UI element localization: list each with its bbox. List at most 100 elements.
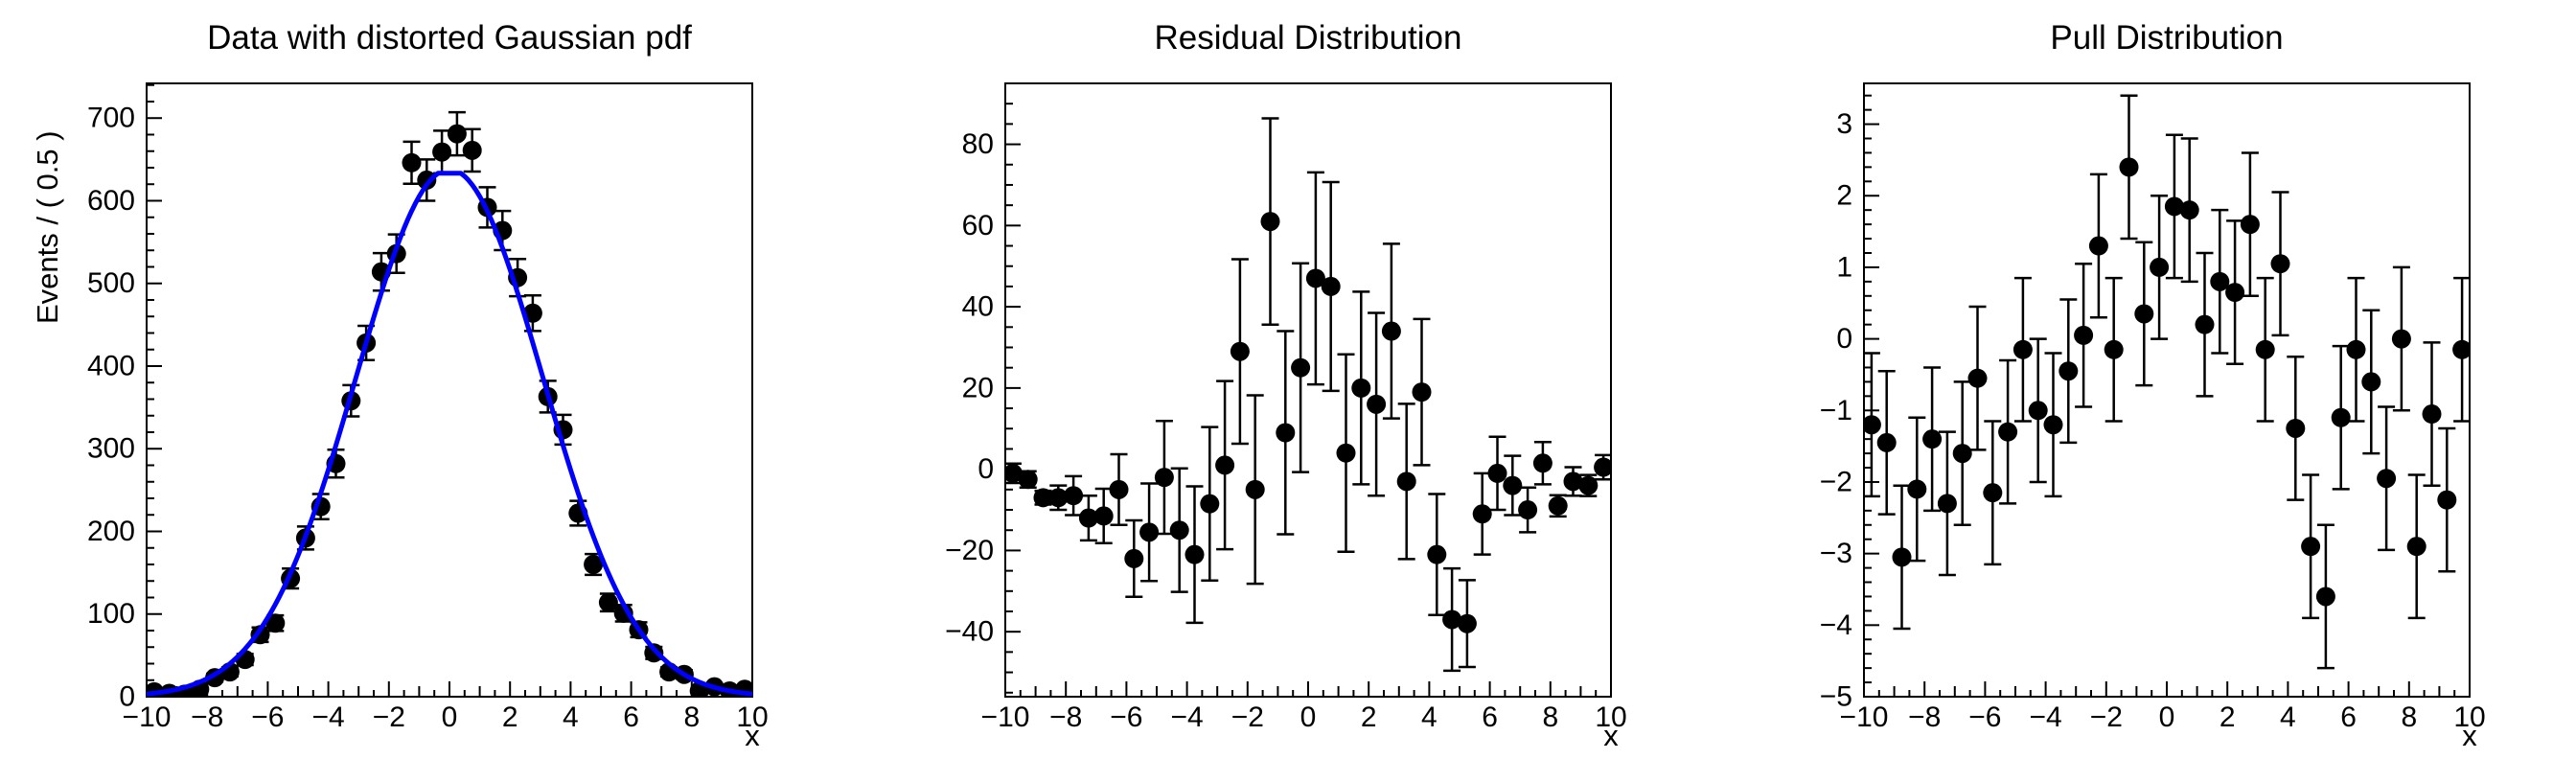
y-tick-label: −4 <box>1820 610 1852 641</box>
data-point <box>2361 372 2381 392</box>
y-tick-label: 300 <box>87 433 135 465</box>
data-point <box>1215 455 1235 475</box>
y-tick-label: −40 <box>945 616 994 648</box>
data-point <box>1321 276 1341 296</box>
y-tick-label: 60 <box>962 210 994 242</box>
y-tick-label: −20 <box>945 535 994 566</box>
data-point <box>432 142 452 162</box>
data-point <box>1487 463 1507 483</box>
y-tick-label: 200 <box>87 516 135 547</box>
plot-title-pull: Pull Distribution <box>2050 19 2284 57</box>
x-tick-label: −10 <box>123 702 172 733</box>
pad-pull: −10 −8 −6 −4 −2 0 2 4 6 8 10 −5 −4 −3 −2 −1 0 1 2 3 Pull Di… <box>1717 0 2576 782</box>
data-point <box>1154 468 1174 488</box>
x-tick-label: −2 <box>373 702 405 733</box>
data-point <box>1876 432 1897 452</box>
x-tick-label: 8 <box>2401 702 2417 733</box>
data-point <box>1983 483 2003 503</box>
plot-frame <box>1863 82 2471 698</box>
data-point <box>1291 357 1311 378</box>
y-tick-label: 1 <box>1836 251 1852 283</box>
x-axis-title-main: x <box>745 719 760 752</box>
data-point <box>2028 401 2048 421</box>
x-tick-label: 2 <box>1361 702 1377 733</box>
data-point <box>1952 444 1972 464</box>
plot-frame <box>1004 82 1612 698</box>
y-axis-title-main: Events / ( 0.5 ) <box>31 130 64 324</box>
data-point <box>2150 257 2170 277</box>
data-point <box>2179 200 2199 220</box>
data-point <box>1276 423 1296 443</box>
x-tick-label: −2 <box>1231 702 1264 733</box>
data-point <box>2255 339 2275 359</box>
x-tick-label: −8 <box>1908 702 1941 733</box>
y-tick-label: 0 <box>1836 323 1852 355</box>
x-tick-label: −10 <box>981 702 1030 733</box>
x-tick-label: −8 <box>191 702 223 733</box>
x-tick-label: −6 <box>1110 702 1142 733</box>
y-tick-label: 400 <box>87 350 135 381</box>
data-point <box>2088 236 2108 256</box>
data-point <box>1937 494 1957 514</box>
data-point <box>644 643 664 663</box>
data-point <box>447 124 467 144</box>
data-point <box>462 140 482 160</box>
plot-title-main: Data with distorted Gaussian pdf <box>207 19 692 57</box>
data-point <box>1078 508 1098 528</box>
y-tick-label: 700 <box>87 103 135 134</box>
data-point <box>2164 196 2184 217</box>
data-point <box>1048 488 1069 508</box>
x-tick-label: 8 <box>683 702 700 733</box>
x-tick-label: 4 <box>2280 702 2296 733</box>
data-point <box>1503 475 1523 495</box>
data-point <box>1967 368 1988 388</box>
data-point <box>1005 463 1023 483</box>
y-tick-label: 0 <box>119 681 135 713</box>
x-tick-label: 10 <box>2453 702 2485 733</box>
data-point <box>2012 339 2033 359</box>
data-point <box>1548 495 1568 516</box>
data-point <box>1532 453 1552 473</box>
data-point <box>2210 271 2230 291</box>
data-point <box>1907 479 1927 499</box>
data-point <box>2346 339 2366 359</box>
data-point <box>1351 378 1371 398</box>
pad-residual: −10 −8 −6 −4 −2 0 2 4 6 8 10 −40 −20 0 20 40 60 80 Residu… <box>859 0 1717 782</box>
data-point <box>522 303 542 323</box>
data-point <box>1033 488 1053 508</box>
y-tick-label: 3 <box>1836 108 1852 140</box>
data-point <box>584 554 604 574</box>
data-point <box>2377 469 2397 489</box>
data-point <box>2301 537 2321 557</box>
data-point <box>402 152 422 172</box>
data-point <box>1396 472 1416 492</box>
data-point <box>2134 304 2154 324</box>
x-tick-label: 6 <box>623 702 639 733</box>
y-tick-label: −2 <box>1820 466 1852 497</box>
data-point <box>1892 547 1912 567</box>
data-point <box>2043 415 2063 435</box>
y-tick-label: 40 <box>962 291 994 323</box>
data-point <box>265 613 286 633</box>
x-tick-label: 10 <box>736 702 768 733</box>
data-point <box>1200 494 1220 514</box>
x-tick-label: −6 <box>1968 702 2001 733</box>
x-tick-label: 6 <box>2340 702 2357 733</box>
data-point <box>1518 500 1538 520</box>
data-point <box>1578 475 1598 495</box>
y-tick-label: −3 <box>1820 538 1852 569</box>
data-point <box>598 592 618 612</box>
data-point <box>2452 339 2470 359</box>
data-point <box>2074 325 2094 345</box>
data-point <box>1260 212 1280 232</box>
data-point <box>2391 329 2411 349</box>
y-tick-label: 20 <box>962 372 994 403</box>
data-point <box>1381 321 1401 341</box>
x-axis-title-pull: x <box>2462 719 2477 752</box>
data-point <box>1864 415 1881 435</box>
data-point <box>1093 506 1114 526</box>
fit-curve <box>147 171 752 697</box>
